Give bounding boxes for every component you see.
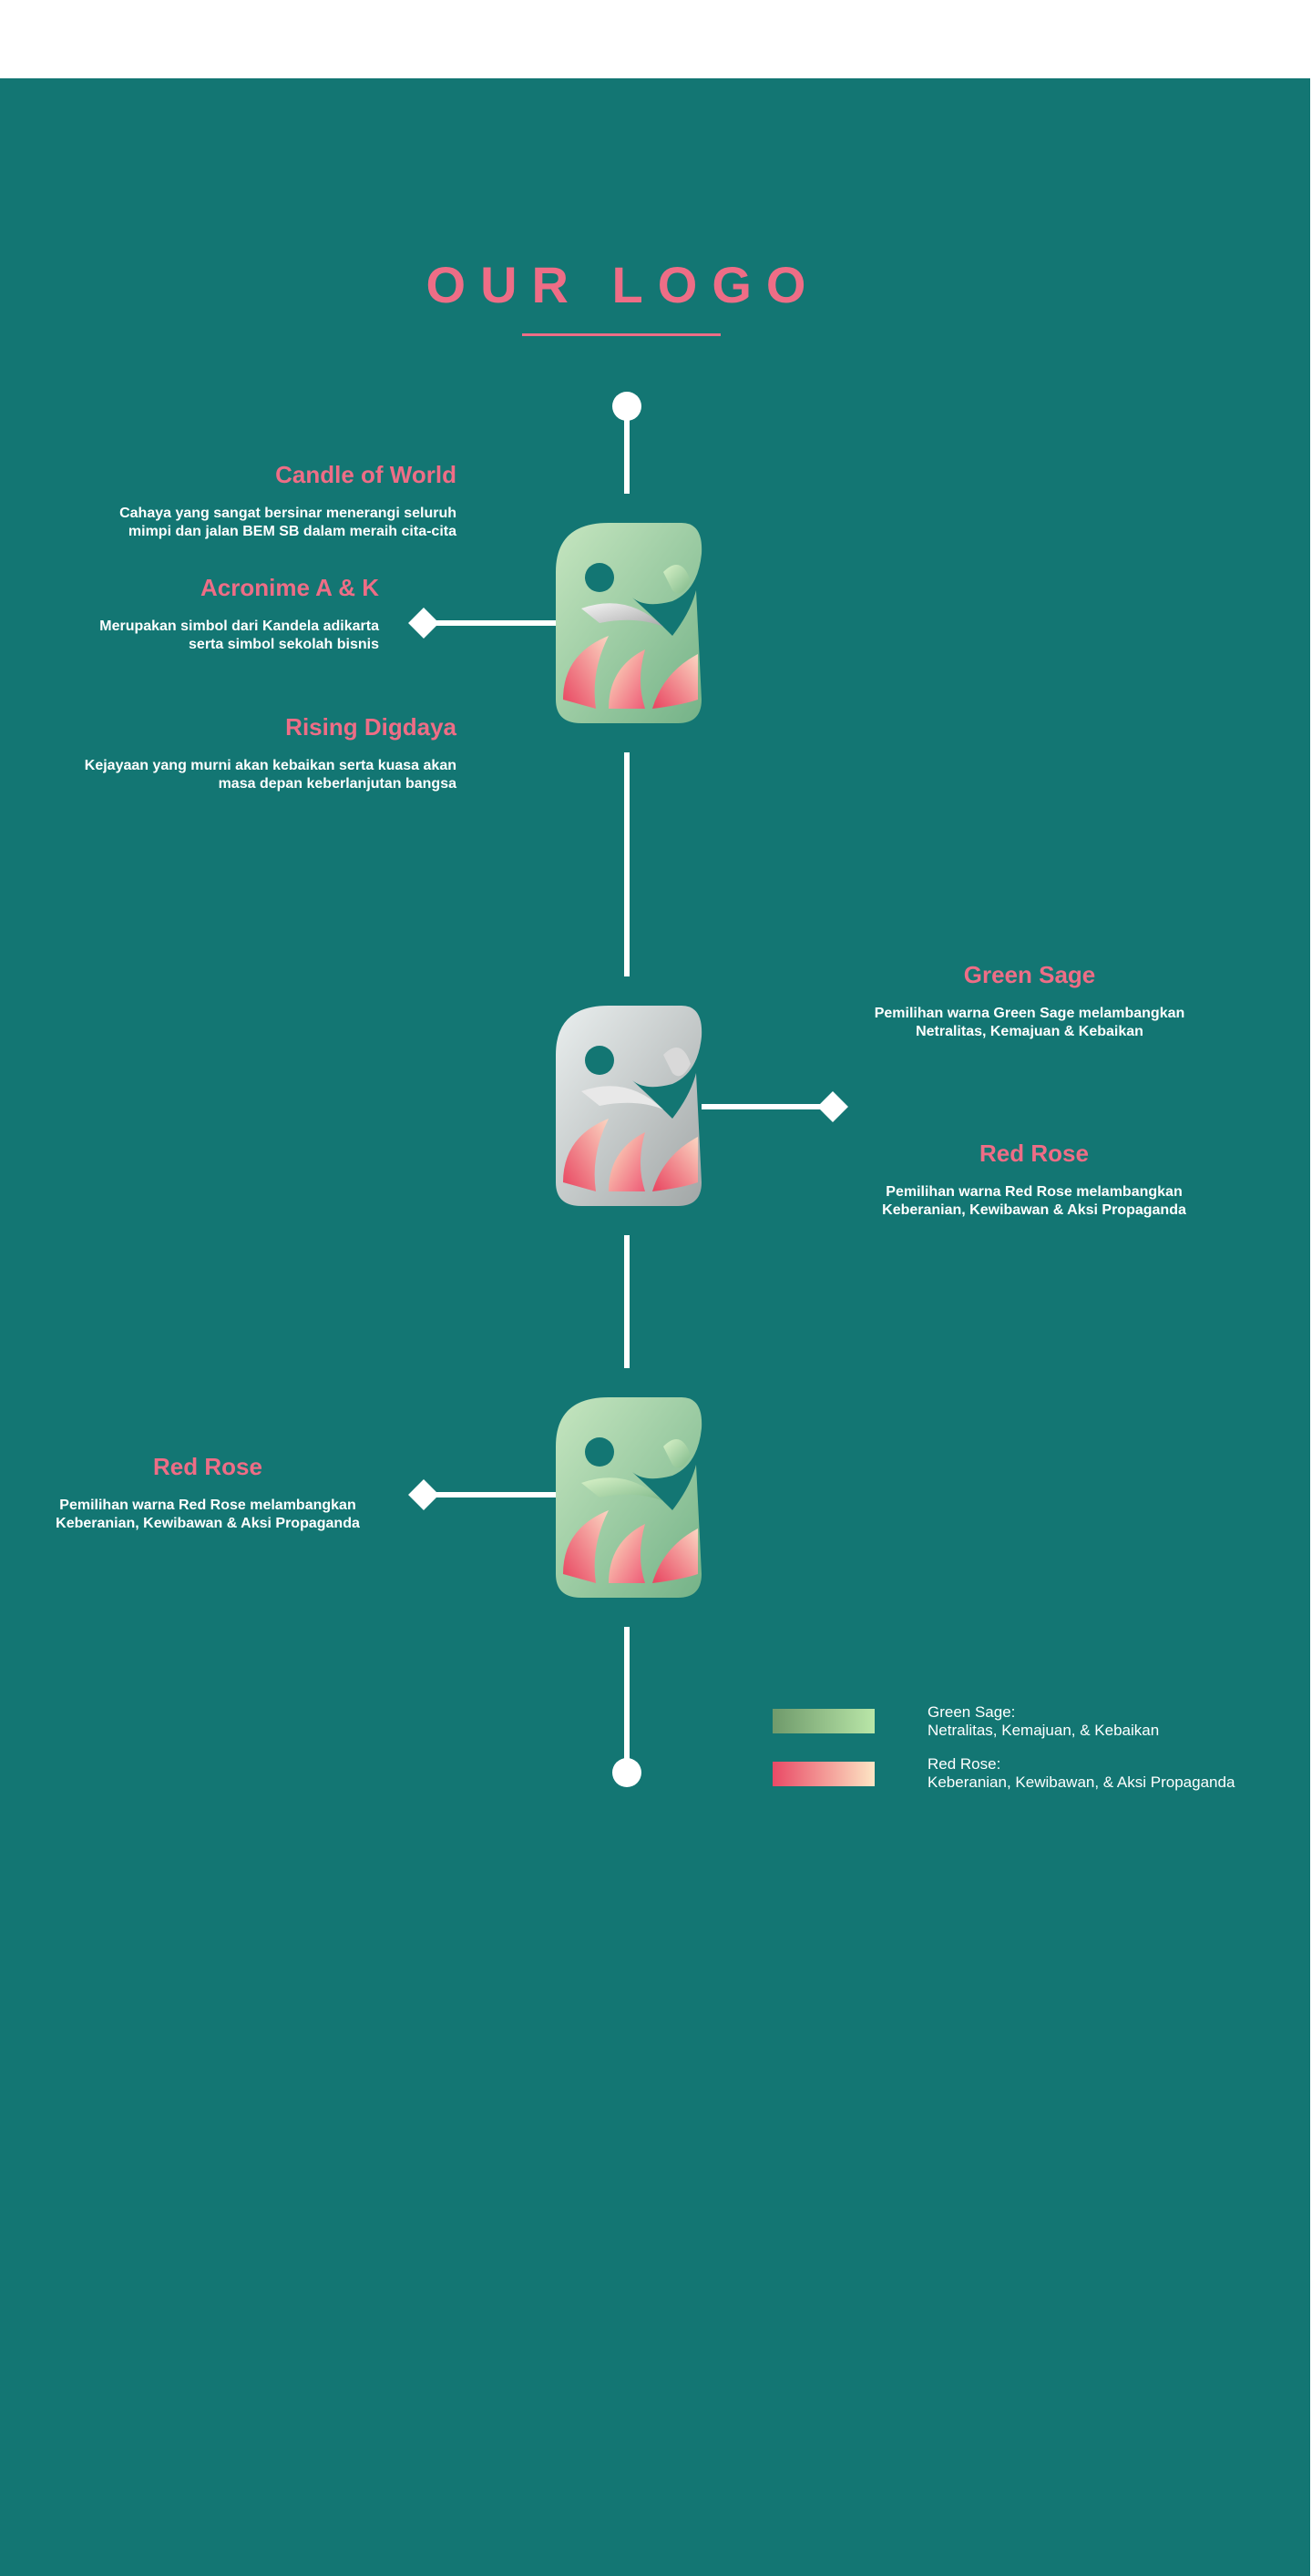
acronime-heading: Acronime A & K: [200, 574, 379, 601]
rising-line-1: Kejayaan yang murni akan kebaikan serta …: [84, 758, 456, 773]
acronime-description: Merupakan simbol dari Kandela adikarta s…: [99, 618, 379, 654]
logo-grey-variant: [556, 1006, 702, 1206]
connector-green-sage: [702, 1104, 829, 1109]
timeline-segment-3: [624, 1235, 630, 1368]
rising-description: Kejayaan yang murni akan kebaikan serta …: [85, 757, 456, 793]
legend-red-text: Red Rose: Keberanian, Kewibawan, & Aksi …: [928, 1755, 1235, 1792]
rising-heading: Rising Digdaya: [285, 713, 456, 741]
candle-line-2: mimpi dan jalan BEM SB dalam meraih cita…: [128, 524, 456, 539]
legend-green-text: Green Sage: Netralitas, Kemajuan, & Keba…: [928, 1703, 1159, 1740]
rising-line-2: masa depan keberlanjutan bangsa: [218, 776, 456, 792]
candle-heading: Candle of World: [275, 461, 456, 488]
timeline-segment-4: [624, 1627, 630, 1773]
red-rose-right-heading: Red Rose: [979, 1140, 1089, 1167]
red-rose-right-line-2: Keberanian, Kewibawan & Aksi Propaganda: [882, 1202, 1186, 1218]
acronime-line-1: Merupakan simbol dari Kandela adikarta: [99, 618, 379, 634]
candle-line-1: Cahaya yang sangat bersinar menerangi se…: [119, 506, 456, 521]
red-rose-right-line-1: Pemilihan warna Red Rose melambangkan: [886, 1184, 1183, 1200]
legend-red-label: Red Rose:: [928, 1755, 1001, 1773]
red-rose-left-line-2: Keberanian, Kewibawan & Aksi Propaganda: [56, 1516, 360, 1531]
green-sage-line-2: Netralitas, Kemajuan & Kebaikan: [916, 1024, 1143, 1039]
logo-full-color-2: [556, 1397, 702, 1598]
title-underline: [522, 333, 721, 336]
legend-red-swatch: [773, 1762, 875, 1786]
page-title: OUR LOGO: [425, 256, 821, 313]
connector-acronime: [428, 620, 556, 626]
legend-green-desc: Netralitas, Kemajuan, & Kebaikan: [928, 1722, 1160, 1739]
connector-red-rose: [428, 1492, 556, 1498]
legend-green-swatch: [773, 1709, 875, 1733]
green-sage-heading: Green Sage: [963, 961, 1096, 988]
legend-green-label: Green Sage:: [928, 1703, 1016, 1721]
red-rose-left-description: Pemilihan warna Red Rose melambangkan Ke…: [26, 1497, 390, 1533]
green-sage-line-1: Pemilihan warna Green Sage melambangkan: [874, 1006, 1185, 1021]
legend-red-desc: Keberanian, Kewibawan, & Aksi Propaganda: [928, 1774, 1235, 1791]
timeline-segment-2: [624, 752, 630, 976]
acronime-line-2: serta simbol sekolah bisnis: [189, 637, 379, 652]
red-rose-left-line-1: Pemilihan warna Red Rose melambangkan: [59, 1498, 356, 1513]
green-sage-description: Pemilihan warna Green Sage melambangkan …: [847, 1005, 1212, 1041]
logo-full-color: [556, 523, 702, 723]
timeline-end-dot: [612, 1758, 641, 1787]
candle-description: Cahaya yang sangat bersinar menerangi se…: [119, 505, 456, 541]
red-rose-right-description: Pemilihan warna Red Rose melambangkan Ke…: [852, 1183, 1216, 1220]
red-rose-left-heading: Red Rose: [153, 1453, 262, 1480]
content-panel: [0, 78, 1310, 2576]
timeline-segment-1: [624, 406, 630, 494]
